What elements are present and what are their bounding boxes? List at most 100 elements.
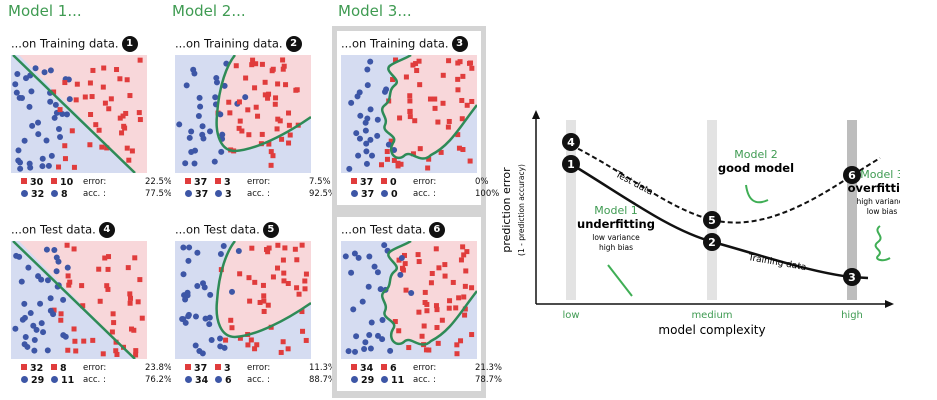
red-point xyxy=(71,246,77,252)
blue-correct-count: 34 xyxy=(195,375,209,386)
blue-point xyxy=(367,106,374,113)
red-point xyxy=(74,81,80,87)
red-point xyxy=(464,249,470,255)
red-point xyxy=(398,161,404,167)
red-point xyxy=(469,285,475,291)
confusion-stats: 34 6 error: 21.3% 29 11 acc. : 78.7% xyxy=(351,363,502,387)
blue-point xyxy=(199,131,206,138)
blue-point xyxy=(188,128,195,135)
blue-point xyxy=(213,74,220,81)
red-point xyxy=(249,62,255,68)
red-point xyxy=(274,126,280,132)
red-point xyxy=(403,287,409,293)
model-1-column: ...on Training data. 1 30 10 error: 22.5% 32 8 a… xyxy=(2,26,172,398)
acc-value: 92.5% xyxy=(309,189,337,199)
red-point xyxy=(401,252,407,258)
blue-wrong-count: 6 xyxy=(225,375,232,386)
red-point xyxy=(292,246,298,252)
red-wrong-count: 3 xyxy=(224,363,231,374)
blue-point xyxy=(364,82,371,89)
red-point xyxy=(299,242,305,248)
marker-6: 6 xyxy=(843,166,861,184)
red-point xyxy=(459,97,465,103)
red-point xyxy=(71,326,77,332)
red-point xyxy=(136,110,142,116)
red-point xyxy=(455,76,461,82)
red-point xyxy=(123,110,129,116)
model-3-test-panel: ...on Test data. 6 34 6 error: 21.3% 29 11 acc. … xyxy=(337,217,502,391)
blue-point xyxy=(353,130,360,137)
blue-point xyxy=(374,269,381,276)
red-point xyxy=(266,91,272,97)
blue-point xyxy=(364,66,371,73)
red-point xyxy=(419,333,425,339)
blue-point xyxy=(17,165,24,172)
blue-point xyxy=(59,111,66,118)
red-point xyxy=(246,132,252,138)
red-point xyxy=(432,105,438,111)
blue-point xyxy=(48,152,55,159)
red-point xyxy=(223,337,229,343)
red-point xyxy=(259,61,265,67)
red-point xyxy=(62,143,68,149)
red-point xyxy=(101,65,107,71)
marker-4: 4 xyxy=(562,133,580,151)
red-point xyxy=(413,61,419,67)
red-correct-count: 34 xyxy=(360,363,374,374)
blue-point xyxy=(374,332,381,339)
red-point xyxy=(226,99,232,105)
red-point xyxy=(117,115,123,121)
x-axis-arrow xyxy=(885,300,894,308)
red-point xyxy=(457,59,463,65)
red-point xyxy=(453,305,459,311)
red-point xyxy=(126,157,132,163)
red-point xyxy=(51,89,57,95)
scatter-plot xyxy=(11,55,147,173)
red-region xyxy=(19,241,147,359)
red-point xyxy=(445,124,451,130)
red-point xyxy=(69,128,75,134)
red-point xyxy=(406,345,412,351)
red-point xyxy=(90,337,96,343)
red-point xyxy=(462,283,468,289)
marker-5: 5 xyxy=(703,211,721,229)
red-point xyxy=(422,289,428,295)
blue-point xyxy=(369,152,376,159)
red-point xyxy=(440,100,446,106)
acc-label: acc. : xyxy=(83,375,106,385)
red-point xyxy=(62,156,68,162)
red-point xyxy=(416,58,422,64)
red-point xyxy=(469,332,475,338)
blue-point xyxy=(39,155,46,162)
red-point xyxy=(56,164,62,170)
blue-point xyxy=(211,158,218,165)
decision-boundary xyxy=(380,55,477,160)
red-point xyxy=(447,298,453,304)
blue-point xyxy=(194,282,201,289)
blue-point xyxy=(51,114,58,121)
red-point xyxy=(259,131,265,137)
blue-point xyxy=(39,163,46,170)
blue-point xyxy=(362,127,369,134)
red-point xyxy=(303,271,309,277)
red-point xyxy=(469,98,475,104)
error-value: 22.5% xyxy=(145,177,173,187)
blue-point xyxy=(217,335,224,342)
blue-point xyxy=(185,257,192,264)
svg-text:5: 5 xyxy=(708,214,716,227)
blue-point xyxy=(32,65,39,72)
blue-point xyxy=(55,125,62,132)
blue-point xyxy=(377,286,384,293)
error-value: 21.3% xyxy=(475,363,503,373)
red-point xyxy=(127,295,133,301)
red-point xyxy=(458,338,464,344)
panel-badge: 4 xyxy=(98,222,115,238)
blue-point xyxy=(368,319,375,326)
red-point xyxy=(269,68,275,74)
blue-point xyxy=(26,103,33,110)
red-point xyxy=(237,335,243,341)
blue-wrong-count: 11 xyxy=(391,375,405,386)
red-point xyxy=(461,252,467,258)
red-point xyxy=(100,351,106,357)
red-point xyxy=(294,257,300,263)
